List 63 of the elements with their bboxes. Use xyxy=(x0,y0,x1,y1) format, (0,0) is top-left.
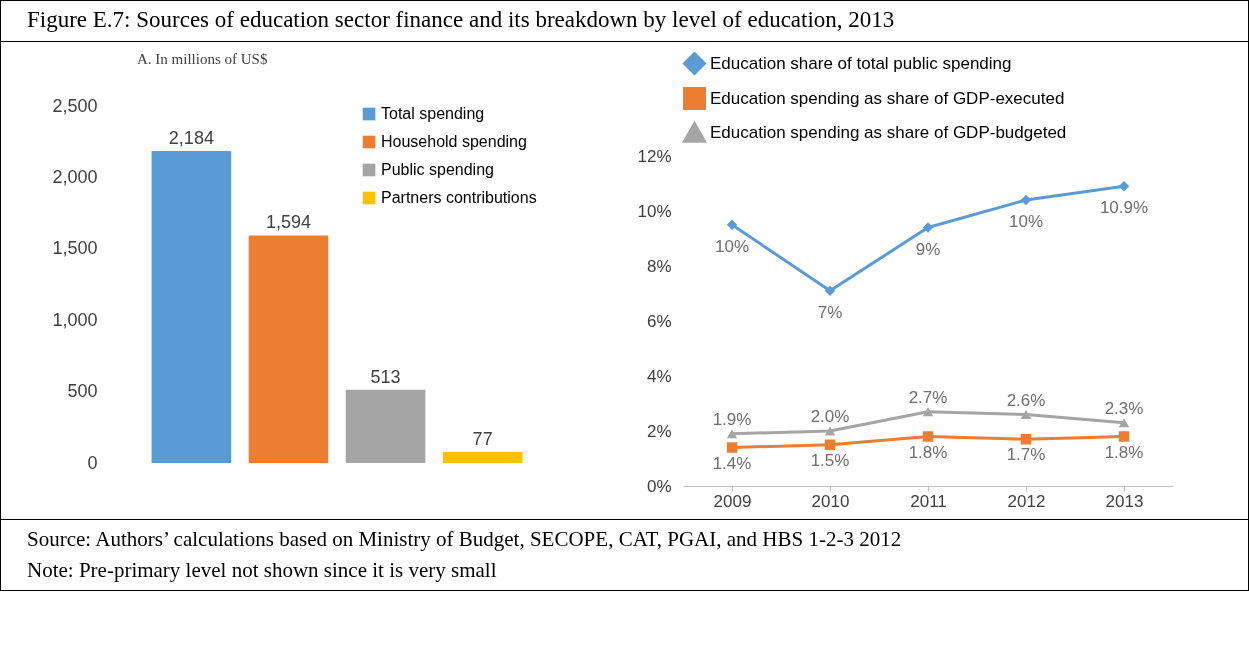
data-label: 1,594 xyxy=(265,212,311,233)
y-tick-label: 500 xyxy=(67,381,98,402)
legend-label: Education share of total public spending xyxy=(710,53,1012,73)
data-label: 1.8% xyxy=(1104,442,1144,462)
y-tick-label: 8% xyxy=(646,256,672,276)
point xyxy=(1118,181,1130,192)
x-tick-label: 2010 xyxy=(811,491,850,511)
data-label: 77 xyxy=(472,429,493,449)
point xyxy=(824,426,836,436)
y-tick-label: 2,500 xyxy=(52,95,98,116)
point xyxy=(1020,409,1032,420)
data-label: 1.7% xyxy=(1006,445,1046,465)
data-label: 1.4% xyxy=(712,453,752,473)
point xyxy=(1020,434,1032,445)
y-tick-label: 2% xyxy=(646,421,672,441)
x-tick-label: 2012 xyxy=(1007,491,1046,511)
data-label: 10.9% xyxy=(1099,198,1149,218)
legend-label: Public spending xyxy=(381,161,494,178)
legend-label: Education spending as share of GDP-budgeted xyxy=(710,122,1067,142)
x-tick-label: 2009 xyxy=(713,491,752,511)
point xyxy=(1118,431,1130,442)
data-label: 10% xyxy=(1008,212,1044,231)
point xyxy=(922,407,934,417)
y-tick-label: 10% xyxy=(637,201,672,221)
chart-subtitle: A. In millions of US$ xyxy=(137,51,268,67)
legend-label: Total spending xyxy=(381,105,485,122)
point xyxy=(1118,418,1130,428)
point xyxy=(824,439,836,450)
data-label: 2.3% xyxy=(1104,398,1144,418)
source-note: Source: Authors’ calculations based on Ministry of Budget, SECOPE, CAT, PGAI, and HBS 1-2-3 2012 xyxy=(27,526,903,553)
legend-label: Partners contributions xyxy=(381,189,537,206)
data-label: 1.8% xyxy=(908,442,948,462)
legend-label: Education spending as share of GDP-executed xyxy=(710,88,1065,108)
data-label: 2.6% xyxy=(1006,390,1046,410)
y-tick-label: 0% xyxy=(646,476,672,496)
y-tick-label: 6% xyxy=(646,311,672,331)
data-label: 7% xyxy=(817,302,843,322)
data-label: 2.7% xyxy=(908,387,948,407)
y-tick-label: 4% xyxy=(646,366,672,386)
data-label: 2.0% xyxy=(810,407,850,426)
point xyxy=(726,219,738,230)
point xyxy=(1020,194,1032,206)
text: Note: Pre-primary level not shown since it is very small xyxy=(27,557,498,584)
data-label: 2,184 xyxy=(168,128,214,149)
point xyxy=(922,222,934,233)
data-label: 513 xyxy=(370,366,401,387)
data-label: 10% xyxy=(714,236,750,256)
data-label: 1.9% xyxy=(712,409,752,429)
data-label: 1.5% xyxy=(810,450,850,470)
y-tick-label: 0 xyxy=(87,452,98,473)
chart-title: Figure E.7: Sources of education sector finance and its breakdown by level of education, 2013 xyxy=(1,1,1248,42)
point xyxy=(824,285,836,296)
data-label: 9% xyxy=(915,239,941,259)
y-tick-label: 1,500 xyxy=(52,238,98,259)
point xyxy=(922,431,934,442)
point xyxy=(726,429,738,439)
x-tick-label: 2011 xyxy=(910,491,947,511)
point xyxy=(726,442,738,453)
x-tick-label: 2013 xyxy=(1105,491,1144,511)
y-tick-label: 12% xyxy=(637,146,672,166)
y-tick-label: 1,000 xyxy=(52,309,98,330)
legend-label: Household spending xyxy=(381,133,527,150)
y-tick-label: 2,000 xyxy=(52,166,98,187)
